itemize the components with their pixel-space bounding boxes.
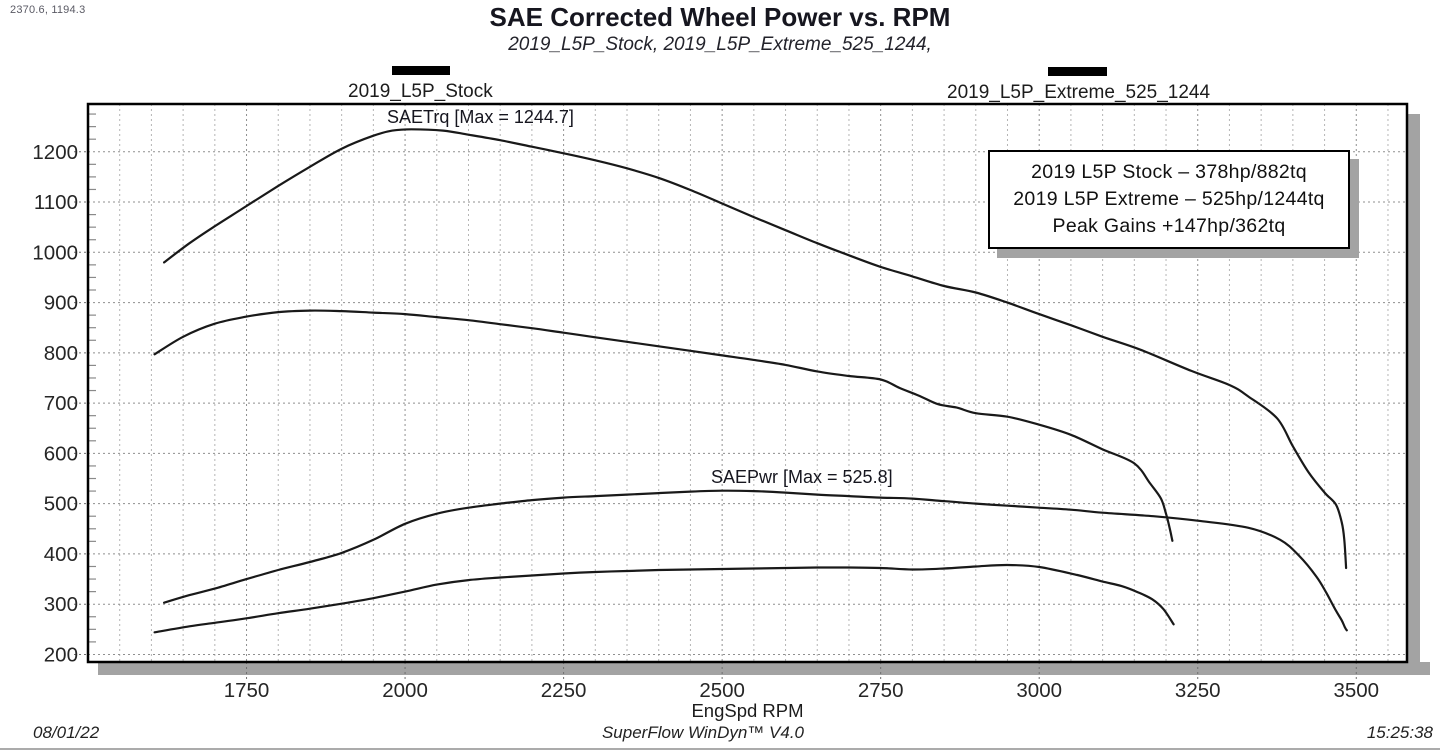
status-app-version: SuperFlow WinDyn™ V4.0 xyxy=(601,723,805,742)
info-line-gains: Peak Gains +147hp/362tq xyxy=(1052,215,1286,237)
power-max-annotation: SAEPwr [Max = 525.8] xyxy=(711,467,893,487)
x-tick-label: 3500 xyxy=(1333,679,1379,702)
plot-shadow-right xyxy=(1407,114,1420,675)
x-tick-label: 2750 xyxy=(858,679,904,702)
y-tick-label: 400 xyxy=(44,543,78,566)
x-tick-label: 2500 xyxy=(699,679,745,702)
y-tick-label: 700 xyxy=(44,392,78,415)
y-tick-label: 1100 xyxy=(34,191,78,214)
status-date: 08/01/22 xyxy=(33,723,100,742)
legend-label-extreme[interactable]: 2019_L5P_Extreme_525_1244 xyxy=(947,82,1211,103)
curve-2019_l5p_extreme_525_1244-saetrq xyxy=(163,128,1348,570)
legend-swatch-stock xyxy=(392,66,450,75)
x-tick-label: 3000 xyxy=(1016,679,1062,702)
y-tick-label: 900 xyxy=(44,292,78,315)
chart-subtitle: 2019_L5P_Stock, 2019_L5P_Extreme_525_124… xyxy=(508,34,932,55)
x-tick-label: 3250 xyxy=(1175,679,1221,702)
curve-2019_l5p_stock-saetrq xyxy=(153,309,1174,542)
y-tick-label: 1000 xyxy=(32,241,78,264)
torque-max-annotation: SAETrq [Max = 1244.7] xyxy=(387,107,574,127)
x-axis-title: EngSpd RPM xyxy=(691,700,804,721)
x-tick-label: 2250 xyxy=(541,679,587,702)
x-tick-label: 1750 xyxy=(224,679,270,702)
y-tick-label: 800 xyxy=(44,342,78,365)
plot-shadow-bottom xyxy=(98,662,1430,675)
results-info-box: 2019 L5P Stock – 378hp/882tq 2019 L5P Ex… xyxy=(988,150,1350,249)
page-title: SAE Corrected Wheel Power vs. RPM xyxy=(489,2,951,32)
status-time: 15:25:38 xyxy=(1366,723,1433,742)
curve-2019_l5p_stock-saepwr xyxy=(153,563,1175,634)
y-tick-label: 300 xyxy=(44,593,78,616)
y-tick-label: 200 xyxy=(44,643,78,666)
y-tick-label: 600 xyxy=(44,442,78,465)
plot-frame xyxy=(86,102,1409,664)
info-line-stock: 2019 L5P Stock – 378hp/882tq xyxy=(1031,161,1307,183)
legend-swatch-extreme xyxy=(1048,67,1107,76)
y-tick-label: 1200 xyxy=(32,141,78,164)
legend-label-stock[interactable]: 2019_L5P_Stock xyxy=(348,81,493,102)
y-tick-label: 500 xyxy=(44,493,78,516)
curve-2019_l5p_extreme_525_1244-saepwr xyxy=(163,489,1348,632)
x-tick-label: 2000 xyxy=(382,679,428,702)
window-bottom-edge xyxy=(0,748,1440,750)
info-line-extreme: 2019 L5P Extreme – 525hp/1244tq xyxy=(1013,188,1325,210)
cursor-coordinates-readout: 2370.6, 1194.3 xyxy=(10,4,86,16)
